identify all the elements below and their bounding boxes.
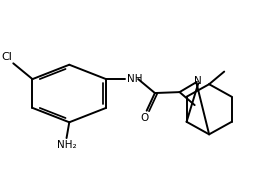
Text: Cl: Cl [2,52,13,62]
Text: NH: NH [127,73,142,84]
Text: N: N [194,76,201,86]
Text: NH₂: NH₂ [57,140,76,150]
Text: O: O [140,114,148,123]
